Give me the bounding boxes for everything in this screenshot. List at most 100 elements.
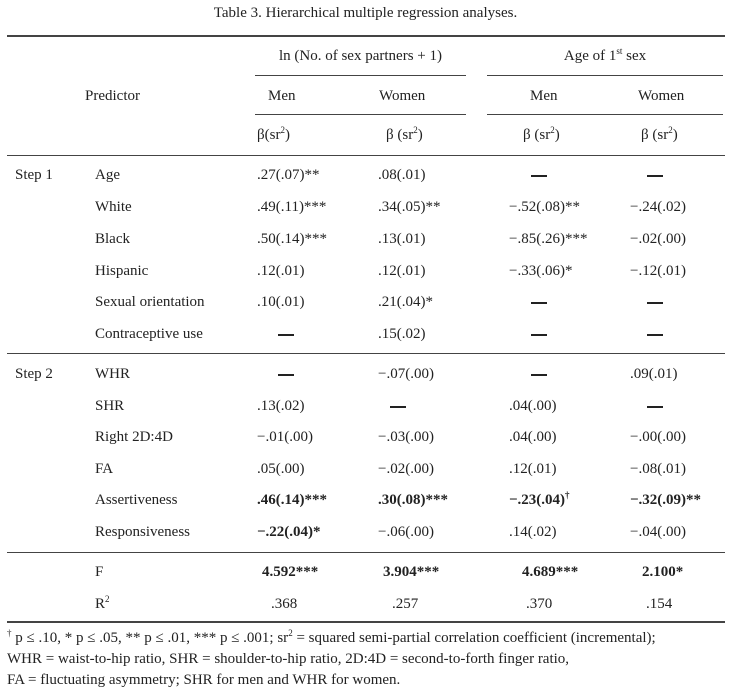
- table-cell: −.22(.04)*: [257, 524, 321, 541]
- summary-cell: .154: [646, 596, 673, 612]
- table-cell: .14(.02): [509, 524, 557, 541]
- women-header-1: Women: [379, 88, 426, 104]
- step-divider-rule: [7, 353, 725, 354]
- table-cell: .05(.00): [257, 461, 305, 478]
- table-cell: .13(.02): [257, 398, 305, 415]
- cell-value: −.06(.00): [378, 524, 434, 540]
- cell-value: −.22(.04)*: [257, 524, 321, 540]
- cell-value: −.52(.08)**: [509, 199, 580, 215]
- cell-value: .30(.08)***: [378, 492, 448, 508]
- table-cell: .09(.01): [630, 366, 678, 383]
- empty-dash: [647, 174, 663, 177]
- table-cell: .10(.01): [257, 294, 305, 311]
- cell-value: .04(.00): [509, 398, 557, 414]
- top-rule: [7, 35, 725, 37]
- summary-cell: .368: [271, 596, 298, 612]
- cell-value: .09(.01): [630, 366, 678, 382]
- cell-value: −.24(.02): [630, 199, 686, 215]
- predictor-name: Sexual orientation: [95, 294, 205, 310]
- cell-value: −.03(.00): [378, 429, 434, 445]
- summary-cell: 3.904***: [383, 564, 440, 580]
- cell-value: .15(.02): [378, 326, 426, 342]
- beta-header-2: β (sr2): [386, 125, 423, 144]
- table-cell: −.24(.02): [630, 199, 686, 216]
- beta-header-3: β (sr2): [523, 125, 560, 144]
- footnote-line-3: FA = fluctuating asymmetry; SHR for men …: [7, 672, 401, 688]
- table-cell: .12(.01): [257, 263, 305, 280]
- cell-value: −.23(.04): [509, 492, 566, 508]
- predictor-name: Assertiveness: [95, 492, 178, 508]
- men-header-2: Men: [530, 88, 558, 104]
- cell-value: .05(.00): [257, 461, 305, 477]
- table-cell: [378, 398, 406, 415]
- men-header-1: Men: [268, 88, 296, 104]
- cell-value: −.01(.00): [257, 429, 313, 445]
- table-cell: [509, 366, 547, 383]
- group2-rule: [487, 75, 723, 76]
- summary-cell: .257: [392, 596, 419, 612]
- empty-dash: [531, 373, 547, 376]
- group1-header: ln (No. of sex partners + 1): [278, 48, 442, 64]
- table-cell: .27(.07)**: [257, 167, 320, 184]
- summary-cell: 2.100*: [642, 564, 684, 580]
- cell-value: .13(.02): [257, 398, 305, 414]
- table-cell: .21(.04)*: [378, 294, 433, 311]
- table-cell: −.01(.00): [257, 429, 313, 446]
- empty-dash: [390, 405, 406, 408]
- predictor-name: Right 2D:4D: [95, 429, 173, 445]
- predictor-header: Predictor: [85, 88, 140, 104]
- beta-header-4: β (sr2): [641, 125, 678, 144]
- cell-value: −.08(.01): [630, 461, 686, 477]
- table-cell: .49(.11)***: [257, 199, 326, 216]
- table-cell: [257, 326, 294, 343]
- beta-header-1: β(sr2): [257, 125, 290, 144]
- table-cell: .04(.00): [509, 429, 557, 446]
- table-cell: .34(.05)**: [378, 199, 441, 216]
- cell-value: .12(.01): [378, 263, 426, 279]
- step-label: Step 1: [15, 167, 53, 183]
- summary-cell: 4.592***: [262, 564, 319, 580]
- table-cell: .46(.14)***: [257, 492, 327, 509]
- step-label: Step 2: [15, 366, 53, 382]
- table-cell: .12(.01): [509, 461, 557, 478]
- summary-cell: 4.689***: [522, 564, 579, 580]
- table-cell: −.32(.09)**: [630, 492, 701, 509]
- table-cell: −.04(.00): [630, 524, 686, 541]
- empty-dash: [531, 301, 547, 304]
- cell-value: −.07(.00): [378, 366, 434, 382]
- cell-value: .08(.01): [378, 167, 426, 183]
- table-cell: [630, 398, 663, 415]
- table-cell: [630, 326, 663, 343]
- empty-dash: [647, 405, 663, 408]
- table-cell: .15(.02): [378, 326, 426, 343]
- table-cell: [509, 294, 547, 311]
- cell-value: −.32(.09)**: [630, 492, 702, 508]
- table-cell: .13(.01): [378, 231, 426, 248]
- dagger-mark: †: [565, 490, 570, 500]
- predictor-name: Hispanic: [95, 263, 149, 279]
- cell-value: −.04(.00): [630, 524, 686, 540]
- cell-value: .10(.01): [257, 294, 305, 310]
- table-cell: −.06(.00): [378, 524, 434, 541]
- table-cell: [257, 366, 294, 383]
- sex-rule-1: [255, 114, 466, 115]
- empty-dash: [531, 333, 547, 336]
- predictor-name: Age: [95, 167, 120, 183]
- footnote-line-1: † p ≤ .10, * p ≤ .05, ** p ≤ .01, *** p …: [7, 628, 656, 647]
- cell-value: .04(.00): [509, 429, 557, 445]
- cell-value: −.85(.26)***: [509, 231, 588, 247]
- summary-divider-rule: [7, 552, 725, 553]
- header-bottom-rule: [7, 155, 725, 156]
- table-cell: −.23(.04)†: [509, 490, 570, 509]
- footnotes: † p ≤ .10, * p ≤ .05, ** p ≤ .01, *** p …: [7, 628, 727, 691]
- table-cell: .12(.01): [378, 263, 426, 280]
- table-cell: .08(.01): [378, 167, 426, 184]
- table-cell: −.02(.00): [378, 461, 434, 478]
- table-cell: −.00(.00): [630, 429, 686, 446]
- table-cell: −.03(.00): [378, 429, 434, 446]
- summary-label-sup: 2: [105, 594, 110, 604]
- bottom-rule: [7, 621, 725, 623]
- cell-value: .34(.05)**: [378, 199, 441, 215]
- predictor-name: White: [95, 199, 132, 215]
- predictor-name: FA: [95, 461, 114, 477]
